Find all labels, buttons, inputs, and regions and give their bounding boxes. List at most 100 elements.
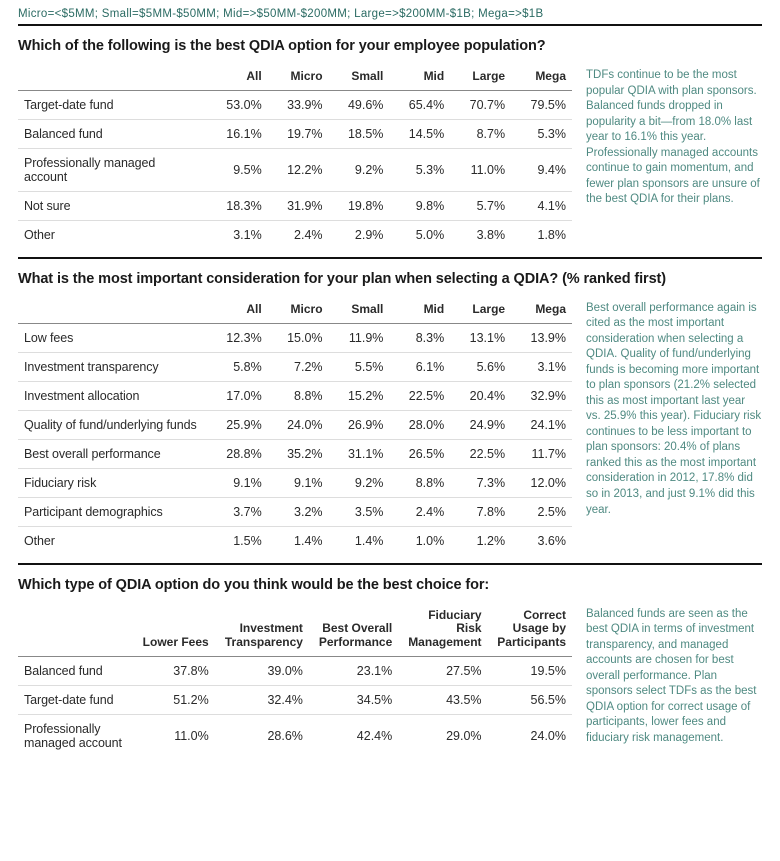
row-label: Low fees bbox=[18, 323, 207, 352]
table-qdia-option: All Micro Small Mid Large Mega Target-da… bbox=[18, 66, 572, 249]
cell: 16.1% bbox=[207, 119, 268, 148]
cell: 4.1% bbox=[511, 191, 572, 220]
cell: 11.7% bbox=[511, 439, 572, 468]
cell: 2.4% bbox=[268, 220, 329, 249]
table-row: Quality of fund/underlying funds25.9%24.… bbox=[18, 410, 572, 439]
row-label: Quality of fund/underlying funds bbox=[18, 410, 207, 439]
cell: 9.2% bbox=[329, 468, 390, 497]
table-header-row: All Micro Small Mid Large Mega bbox=[18, 66, 572, 90]
row-label: Professionally managed account bbox=[18, 148, 207, 191]
cell: 13.9% bbox=[511, 323, 572, 352]
cell: 51.2% bbox=[133, 685, 215, 714]
table-row: Not sure18.3%31.9%19.8%9.8%5.7%4.1% bbox=[18, 191, 572, 220]
cell: 5.8% bbox=[207, 352, 268, 381]
cell: 20.4% bbox=[450, 381, 511, 410]
row-label: Other bbox=[18, 526, 207, 555]
row-label: Target-date fund bbox=[18, 685, 133, 714]
cell: 5.0% bbox=[389, 220, 450, 249]
cell: 3.8% bbox=[450, 220, 511, 249]
cell: 56.5% bbox=[488, 685, 572, 714]
cell: 22.5% bbox=[450, 439, 511, 468]
cell: 1.5% bbox=[207, 526, 268, 555]
cell: 29.0% bbox=[398, 714, 487, 757]
cell: 8.8% bbox=[389, 468, 450, 497]
table-row: Target-date fund53.0%33.9%49.6%65.4%70.7… bbox=[18, 90, 572, 119]
cell: 33.9% bbox=[268, 90, 329, 119]
cell: 27.5% bbox=[398, 656, 487, 685]
cell: 2.4% bbox=[389, 497, 450, 526]
cell: 3.7% bbox=[207, 497, 268, 526]
cell: 24.9% bbox=[450, 410, 511, 439]
col-header: Small bbox=[329, 66, 390, 90]
cell: 31.9% bbox=[268, 191, 329, 220]
cell: 6.1% bbox=[389, 352, 450, 381]
cell: 19.5% bbox=[488, 656, 572, 685]
cell: 5.5% bbox=[329, 352, 390, 381]
cell: 1.0% bbox=[389, 526, 450, 555]
cell: 3.2% bbox=[268, 497, 329, 526]
cell: 26.5% bbox=[389, 439, 450, 468]
cell: 5.3% bbox=[511, 119, 572, 148]
table-header-row: Lower Fees Investment Transparency Best … bbox=[18, 605, 572, 657]
cell: 35.2% bbox=[268, 439, 329, 468]
cell: 12.0% bbox=[511, 468, 572, 497]
cell: 1.4% bbox=[268, 526, 329, 555]
cell: 17.0% bbox=[207, 381, 268, 410]
cell: 65.4% bbox=[389, 90, 450, 119]
cell: 9.1% bbox=[207, 468, 268, 497]
cell: 34.5% bbox=[309, 685, 398, 714]
divider bbox=[18, 563, 762, 565]
col-header: All bbox=[207, 299, 268, 323]
col-header: Correct Usage by Participants bbox=[488, 605, 572, 657]
cell: 3.1% bbox=[207, 220, 268, 249]
cell: 1.2% bbox=[450, 526, 511, 555]
col-header bbox=[18, 605, 133, 657]
sidenote: Best overall performance again is cited … bbox=[586, 299, 762, 518]
row-label: Balanced fund bbox=[18, 119, 207, 148]
cell: 9.4% bbox=[511, 148, 572, 191]
cell: 23.1% bbox=[309, 656, 398, 685]
table-qdia-consideration: All Micro Small Mid Large Mega Low fees1… bbox=[18, 299, 572, 555]
cell: 8.3% bbox=[389, 323, 450, 352]
col-header: Lower Fees bbox=[133, 605, 215, 657]
cell: 8.7% bbox=[450, 119, 511, 148]
col-header: Mid bbox=[389, 66, 450, 90]
cell: 31.1% bbox=[329, 439, 390, 468]
col-header: Micro bbox=[268, 66, 329, 90]
row-label: Investment allocation bbox=[18, 381, 207, 410]
table-row: Balanced fund16.1%19.7%18.5%14.5%8.7%5.3… bbox=[18, 119, 572, 148]
cell: 42.4% bbox=[309, 714, 398, 757]
row-label: Fiduciary risk bbox=[18, 468, 207, 497]
cell: 12.2% bbox=[268, 148, 329, 191]
row-label: Participant demographics bbox=[18, 497, 207, 526]
cell: 2.5% bbox=[511, 497, 572, 526]
divider bbox=[18, 257, 762, 259]
row-label: Not sure bbox=[18, 191, 207, 220]
cell: 26.9% bbox=[329, 410, 390, 439]
row-label: Target-date fund bbox=[18, 90, 207, 119]
cell: 1.4% bbox=[329, 526, 390, 555]
table-header-row: All Micro Small Mid Large Mega bbox=[18, 299, 572, 323]
col-header bbox=[18, 299, 207, 323]
cell: 24.1% bbox=[511, 410, 572, 439]
cell: 15.2% bbox=[329, 381, 390, 410]
cell: 5.3% bbox=[389, 148, 450, 191]
cell: 11.0% bbox=[133, 714, 215, 757]
cell: 3.1% bbox=[511, 352, 572, 381]
sidenote: TDFs continue to be the most popular QDI… bbox=[586, 66, 762, 208]
section-qdia-option: Which of the following is the best QDIA … bbox=[18, 38, 762, 249]
table-row: Other3.1%2.4%2.9%5.0%3.8%1.8% bbox=[18, 220, 572, 249]
cell: 43.5% bbox=[398, 685, 487, 714]
cell: 2.9% bbox=[329, 220, 390, 249]
cell: 9.1% bbox=[268, 468, 329, 497]
col-header: Small bbox=[329, 299, 390, 323]
cell: 3.6% bbox=[511, 526, 572, 555]
table-row: Best overall performance28.8%35.2%31.1%2… bbox=[18, 439, 572, 468]
row-label: Best overall performance bbox=[18, 439, 207, 468]
cell: 7.3% bbox=[450, 468, 511, 497]
cell: 70.7% bbox=[450, 90, 511, 119]
row-label: Investment transparency bbox=[18, 352, 207, 381]
sidenote: Balanced funds are seen as the best QDIA… bbox=[586, 605, 762, 747]
cell: 8.8% bbox=[268, 381, 329, 410]
table-row: Investment allocation17.0%8.8%15.2%22.5%… bbox=[18, 381, 572, 410]
